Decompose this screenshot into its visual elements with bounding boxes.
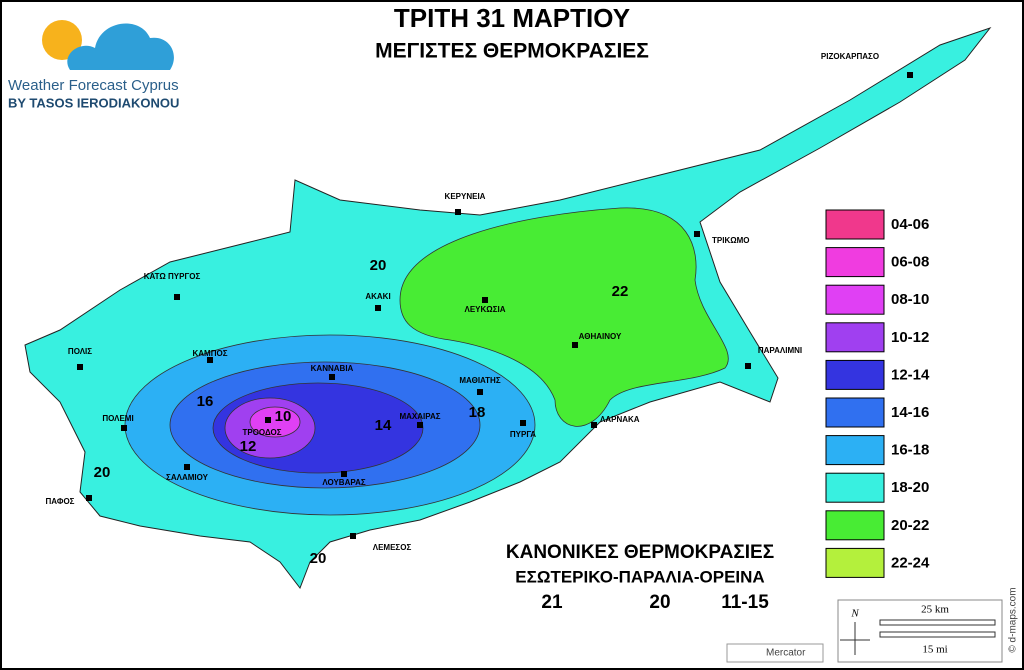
town-label: ΠΥΡΓΑ xyxy=(510,430,536,439)
town-marker xyxy=(477,389,483,395)
sun xyxy=(42,20,82,60)
normals-subtitle: ΕΣΩΤΕΡΙΚΟ-ΠΑΡΑΛΙΑ-ΟΡΕΙΝΑ xyxy=(515,567,764,586)
logo-byline: BY TASOS IERODIAKONOU xyxy=(8,95,179,110)
town-label: ΠΟΛΕΜΙ xyxy=(102,414,133,423)
legend-label: 04-06 xyxy=(891,216,929,233)
town-label: ΡΙΖΟΚΑΡΠΑΣΟ xyxy=(821,52,879,61)
legend-swatch xyxy=(825,359,885,390)
legend-label: 08-10 xyxy=(891,291,929,308)
town-marker xyxy=(207,357,213,363)
contour-08-10 xyxy=(249,406,301,438)
legend-label: 14-16 xyxy=(891,404,929,421)
contour-label: 20 xyxy=(310,550,327,567)
town-marker xyxy=(375,305,381,311)
credit: © d-maps.com xyxy=(1008,587,1019,652)
town-label: ΑΚΑΚΙ xyxy=(365,292,390,301)
contour-label: 20 xyxy=(370,257,387,274)
legend-swatch xyxy=(825,322,885,353)
logo: Weather Forecast Cyprus BY TASOS IERODIA… xyxy=(8,20,179,110)
scale-bar xyxy=(879,631,996,638)
legend-label: 06-08 xyxy=(891,254,929,271)
town-marker xyxy=(520,420,526,426)
town-label: ΜΑΧΑΙΡΑΣ xyxy=(399,412,440,421)
projection-box xyxy=(726,643,824,663)
town-label: ΚΑΝΝΑΒΙΑ xyxy=(311,364,354,373)
legend-swatch xyxy=(825,284,885,315)
compass xyxy=(840,622,870,655)
town-label: ΣΑΛΑΜΙΟΥ xyxy=(166,473,209,482)
legend-swatch xyxy=(825,547,885,578)
town-marker xyxy=(907,72,913,78)
legend-swatch xyxy=(825,435,885,466)
town-marker xyxy=(455,209,461,215)
town-marker xyxy=(572,342,578,348)
town-marker xyxy=(417,422,423,428)
legend-label: 22-24 xyxy=(891,554,930,571)
town-marker xyxy=(694,231,700,237)
town-marker xyxy=(121,425,127,431)
legend-swatch xyxy=(825,209,885,240)
town-marker xyxy=(184,464,190,470)
contour-label: 18 xyxy=(469,404,486,421)
scale-bar xyxy=(879,619,996,626)
town-label: ΛΕΜΕΣΟΣ xyxy=(373,543,412,552)
legend-swatch xyxy=(825,510,885,541)
legend-swatch xyxy=(825,247,885,278)
legend-label: 16-18 xyxy=(891,442,929,459)
town-label: ΛΑΡΝΑΚΑ xyxy=(600,415,640,424)
contour-label: 22 xyxy=(612,283,629,300)
legend-label: 10-12 xyxy=(891,329,929,346)
projection: Mercator xyxy=(766,648,806,659)
logo-name: Weather Forecast Cyprus xyxy=(8,77,179,94)
contour-label: 14 xyxy=(375,417,392,434)
town-label: ΜΑΘΙΑΤΗΣ xyxy=(459,376,500,385)
town-label: ΤΡΟΟΔΟΣ xyxy=(242,428,281,437)
town-marker xyxy=(265,417,271,423)
contour-label: 12 xyxy=(240,438,257,455)
town-marker xyxy=(591,422,597,428)
town-marker xyxy=(745,363,751,369)
normal-value: 20 xyxy=(649,592,670,613)
town-marker xyxy=(482,297,488,303)
contour-20-22 xyxy=(399,207,729,427)
legend-label: 12-14 xyxy=(891,366,930,383)
town-label: ΚΑΜΠΟΣ xyxy=(192,349,227,358)
legend-label: 18-20 xyxy=(891,479,929,496)
town-marker xyxy=(329,374,335,380)
town-label: ΠΑΦΟΣ xyxy=(46,497,75,506)
town-marker xyxy=(174,294,180,300)
contour-label: 16 xyxy=(197,393,214,410)
town-label: ΛΟΥΒΑΡΑΣ xyxy=(322,478,366,487)
cloud xyxy=(67,23,174,71)
town-label: ΚΑΤΩ ΠΥΡΓΟΣ xyxy=(144,272,201,281)
scale-mi: 15 mi xyxy=(922,644,947,656)
scale-box: N 25 km 15 mi xyxy=(837,599,1003,663)
town-marker xyxy=(77,364,83,370)
legend-swatch xyxy=(825,472,885,503)
town-label: ΑΘΗΑΙΝΟΥ xyxy=(579,332,622,341)
town-marker xyxy=(350,533,356,539)
normals-title: ΚΑΝΟΝΙΚΕΣ ΘΕΡΜΟΚΡΑΣΙΕΣ xyxy=(506,542,774,563)
town-marker xyxy=(86,495,92,501)
town-label: ΛΕΥΚΩΣΙΑ xyxy=(465,305,506,314)
subtitle: ΜΕΓΙΣΤΕΣ ΘΕΡΜΟΚΡΑΣΙΕΣ xyxy=(375,40,649,63)
title: ΤΡΙΤΗ 31 ΜΑΡΤΙΟΥ xyxy=(394,3,630,33)
scale-km: 25 km xyxy=(921,604,949,616)
contour-label: 20 xyxy=(94,464,111,481)
town-label: ΠΟΛΙΣ xyxy=(68,347,92,356)
town-label: ΤΡΙΚΩΜΟ xyxy=(712,236,750,245)
overlay: ΡΙΖΟΚΑΡΠΑΣΟ ΚΕΡΥΝΕΙΑ ΤΡΙΚΩΜΟ ΚΑΤΩ ΠΥΡΓΟΣ ΑΚΑ… xyxy=(46,52,930,578)
town-label: ΚΕΡΥΝΕΙΑ xyxy=(445,192,486,201)
normal-value: 21 xyxy=(541,592,563,613)
town-label: ΠΑΡΑΛΙΜΝΙ xyxy=(758,346,802,355)
legend-swatch xyxy=(825,397,885,428)
scale-frame xyxy=(837,599,1003,663)
north: N xyxy=(850,608,859,620)
legend-label: 20-22 xyxy=(891,517,929,534)
town-marker xyxy=(341,471,347,477)
normal-value: 11-15 xyxy=(721,592,769,613)
contour-label: 10 xyxy=(275,408,292,425)
